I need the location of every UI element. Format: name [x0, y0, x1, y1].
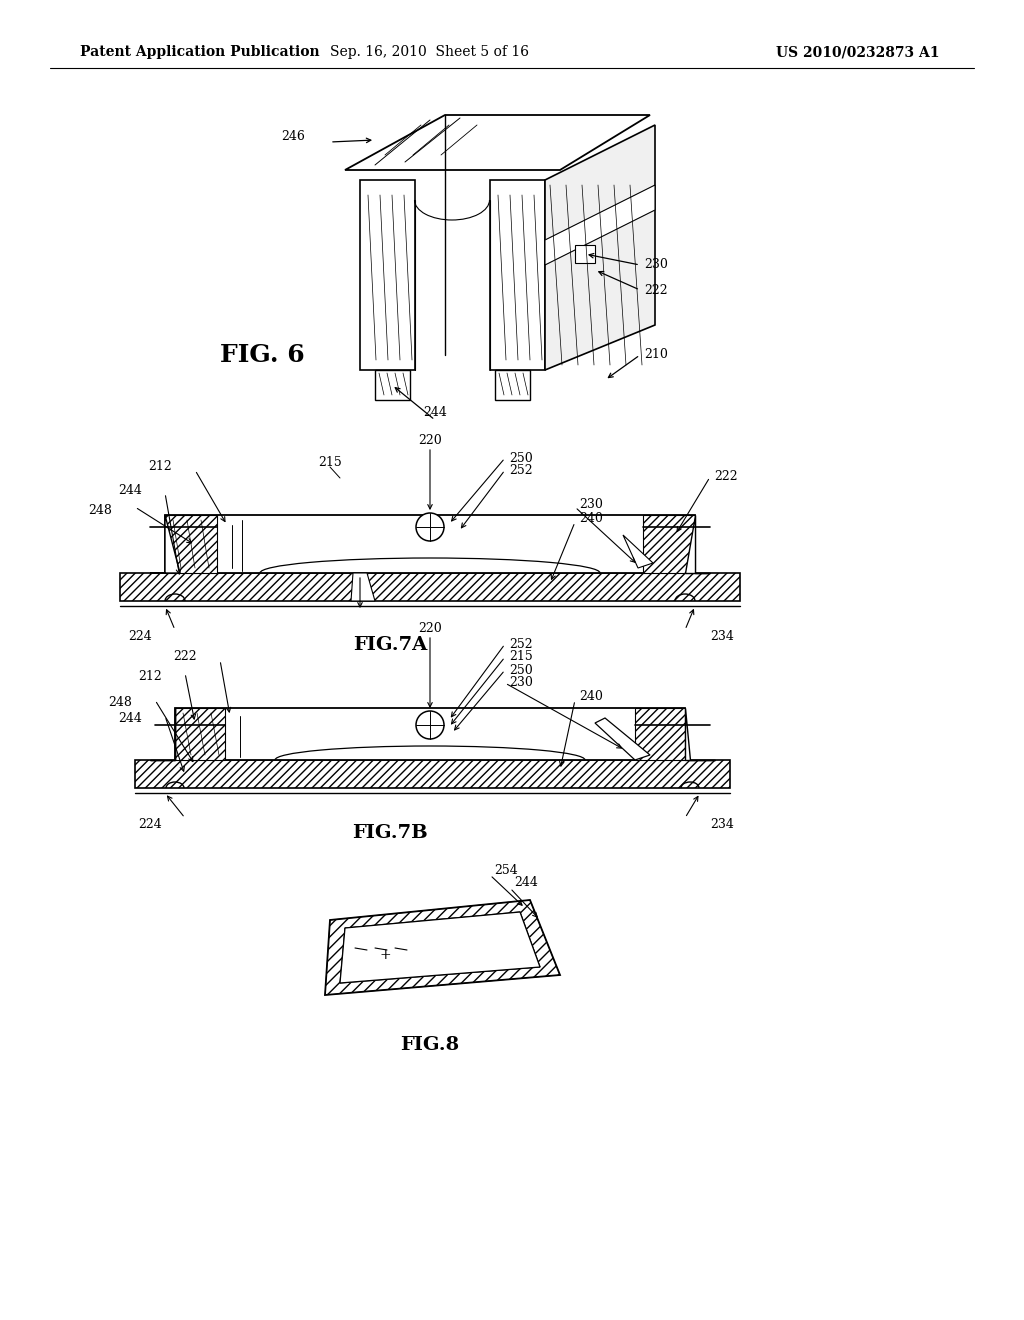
Bar	[165, 515, 695, 573]
Text: 250: 250	[509, 664, 532, 676]
Text: 244: 244	[514, 876, 538, 890]
Bar	[120, 573, 740, 601]
Circle shape	[416, 711, 444, 739]
Text: 248: 248	[109, 697, 132, 710]
Text: 230: 230	[509, 676, 532, 689]
Text: FIG.7A: FIG.7A	[353, 636, 427, 653]
Polygon shape	[351, 573, 375, 601]
Bar	[490, 180, 545, 370]
Text: 234: 234	[710, 817, 734, 830]
Text: Sep. 16, 2010  Sheet 5 of 16: Sep. 16, 2010 Sheet 5 of 16	[331, 45, 529, 59]
Polygon shape	[685, 515, 710, 573]
Text: Patent Application Publication: Patent Application Publication	[80, 45, 319, 59]
Bar	[165, 515, 217, 573]
Polygon shape	[345, 115, 650, 170]
Bar	[175, 708, 225, 760]
Bar	[375, 370, 410, 400]
Bar	[635, 708, 685, 760]
Text: 212: 212	[138, 669, 162, 682]
Polygon shape	[623, 535, 653, 568]
Text: 240: 240	[579, 690, 603, 704]
Polygon shape	[545, 185, 655, 265]
Polygon shape	[340, 912, 540, 983]
Text: 210: 210	[644, 348, 668, 362]
Text: 246: 246	[282, 131, 305, 144]
Text: FIG. 6: FIG. 6	[220, 343, 304, 367]
Text: FIG.8: FIG.8	[400, 1036, 460, 1053]
Text: 222: 222	[714, 470, 737, 483]
Polygon shape	[325, 900, 560, 995]
Bar	[495, 370, 530, 400]
Bar	[175, 708, 685, 760]
Text: FIG.7B: FIG.7B	[352, 824, 428, 842]
Bar	[643, 515, 695, 573]
Text: 244: 244	[118, 713, 142, 726]
Text: 215: 215	[318, 455, 342, 469]
Text: 212: 212	[148, 459, 172, 473]
Text: 224: 224	[128, 630, 152, 643]
Text: 244: 244	[423, 407, 446, 420]
Text: 222: 222	[173, 651, 197, 664]
Text: 215: 215	[509, 651, 532, 664]
Polygon shape	[685, 708, 715, 760]
Bar	[360, 180, 415, 370]
Text: 230: 230	[644, 259, 668, 272]
Text: 220: 220	[418, 434, 442, 447]
Circle shape	[416, 513, 444, 541]
Text: 222: 222	[644, 284, 668, 297]
Text: 234: 234	[710, 630, 734, 643]
Text: 240: 240	[579, 512, 603, 525]
Text: 248: 248	[88, 503, 112, 516]
Text: 220: 220	[418, 623, 442, 635]
Text: 244: 244	[118, 483, 142, 496]
Bar	[575, 246, 595, 263]
Polygon shape	[150, 708, 175, 760]
Text: 250: 250	[509, 451, 532, 465]
Text: 224: 224	[138, 817, 162, 830]
Polygon shape	[340, 912, 540, 983]
Text: 252: 252	[509, 463, 532, 477]
Polygon shape	[545, 125, 655, 370]
Bar	[135, 760, 730, 788]
Text: 254: 254	[494, 863, 518, 876]
Polygon shape	[595, 718, 650, 760]
Text: 230: 230	[579, 498, 603, 511]
Polygon shape	[150, 515, 180, 573]
Text: 252: 252	[509, 638, 532, 651]
Text: US 2010/0232873 A1: US 2010/0232873 A1	[776, 45, 940, 59]
Text: +: +	[379, 948, 391, 962]
